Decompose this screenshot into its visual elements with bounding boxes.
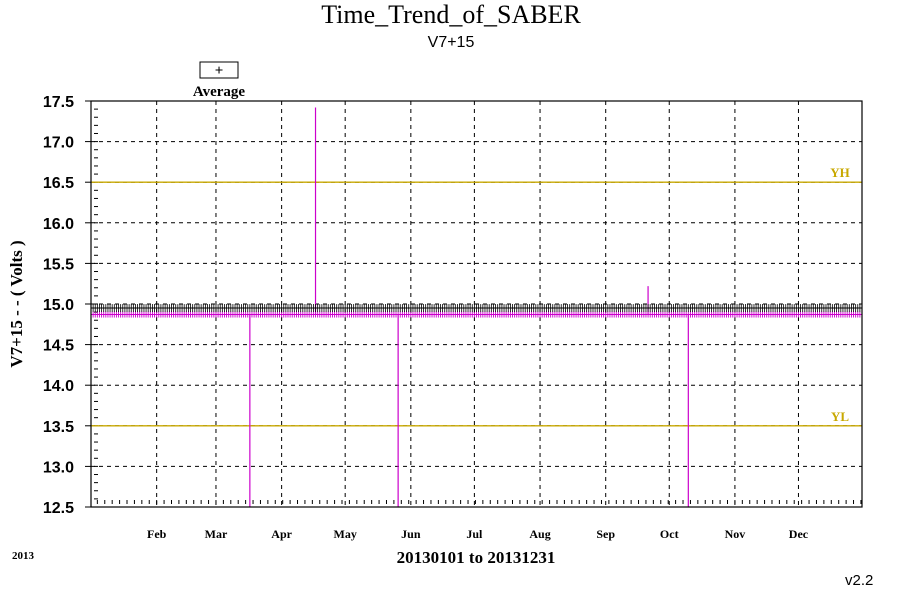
y-tick-label: 13.5 (43, 419, 74, 436)
y-tick-label: 12.5 (43, 500, 74, 517)
version-label: v2.2 (845, 572, 873, 589)
month-label: Oct (660, 527, 679, 541)
x-axis-label: 20130101 to 20131231 (397, 548, 556, 567)
y-tick-labels: 12.5 13.0 13.5 14.0 14.5 15.0 15.5 16.0 16.5 17.0… (43, 94, 74, 517)
y-tick-label: 16.5 (43, 175, 74, 192)
month-label: Jun (401, 527, 421, 541)
legend-symbol: + (215, 63, 224, 79)
y-tick-label: 15.5 (43, 256, 74, 273)
month-label: Aug (529, 527, 550, 541)
y-tick-label: 16.0 (43, 216, 74, 233)
y-tick-label: 17.0 (43, 135, 74, 152)
month-labels: Feb Mar Apr May Jun Jul Aug Sep Oct Nov Dec (147, 527, 809, 541)
limit-label: YH (830, 165, 850, 180)
grid-layer (85, 100, 862, 508)
year-label: 2013 (12, 550, 35, 562)
y-tick-label: 14.0 (43, 378, 74, 395)
chart-subtitle: V7+15 (428, 34, 475, 51)
limit-label: YL (831, 409, 849, 424)
y-tick-label: 15.0 (43, 297, 74, 314)
legend-label: Average (193, 84, 246, 100)
month-label: Mar (205, 527, 228, 541)
month-label: Apr (271, 527, 292, 541)
chart-title: Time_Trend_of_SABER (321, 0, 581, 29)
y-tick-label: 14.5 (43, 338, 74, 355)
month-label: Dec (789, 527, 809, 541)
series-layer (90, 107, 863, 507)
month-label: May (334, 527, 357, 541)
limit-lines: YH YL (91, 165, 862, 427)
y-tick-label: 17.5 (43, 94, 74, 111)
month-label: Jul (466, 527, 483, 541)
legend-box (199, 61, 239, 79)
y-tick-label: 13.0 (43, 459, 74, 476)
month-label: Nov (725, 527, 746, 541)
month-label: Feb (147, 527, 167, 541)
y-axis-label: V7+15 - - ( Volts ) (7, 240, 26, 367)
month-label: Sep (596, 527, 615, 541)
plot-frame (90, 100, 863, 508)
average-markers (90, 304, 863, 313)
